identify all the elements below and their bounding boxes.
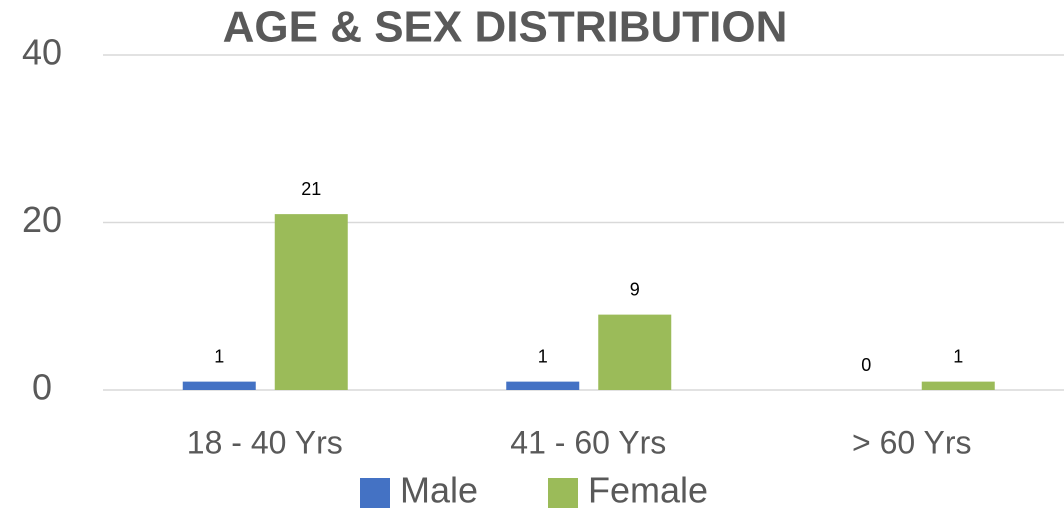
bar xyxy=(182,381,256,390)
bar xyxy=(598,314,672,390)
bar xyxy=(274,214,348,390)
bar xyxy=(921,381,995,390)
y-tick-label: 40 xyxy=(22,32,62,73)
value-label: 0 xyxy=(861,355,871,375)
legend-swatch xyxy=(548,478,578,508)
value-label: 21 xyxy=(301,179,321,199)
value-label: 1 xyxy=(953,346,963,366)
legend-label: Male xyxy=(400,470,478,511)
bar xyxy=(506,381,580,390)
x-tick-label: 41 - 60 Yrs xyxy=(510,424,666,460)
legend-swatch xyxy=(360,478,390,508)
value-label: 1 xyxy=(214,346,224,366)
chart-title: AGE & SEX DISTRIBUTION xyxy=(223,3,788,52)
x-tick-label: > 60 Yrs xyxy=(852,424,971,460)
y-tick-label: 0 xyxy=(32,367,52,408)
value-label: 1 xyxy=(538,346,548,366)
value-label: 9 xyxy=(630,279,640,299)
legend-label: Female xyxy=(588,470,708,511)
x-tick-label: 18 - 40 Yrs xyxy=(187,424,343,460)
y-tick-label: 20 xyxy=(22,199,62,240)
